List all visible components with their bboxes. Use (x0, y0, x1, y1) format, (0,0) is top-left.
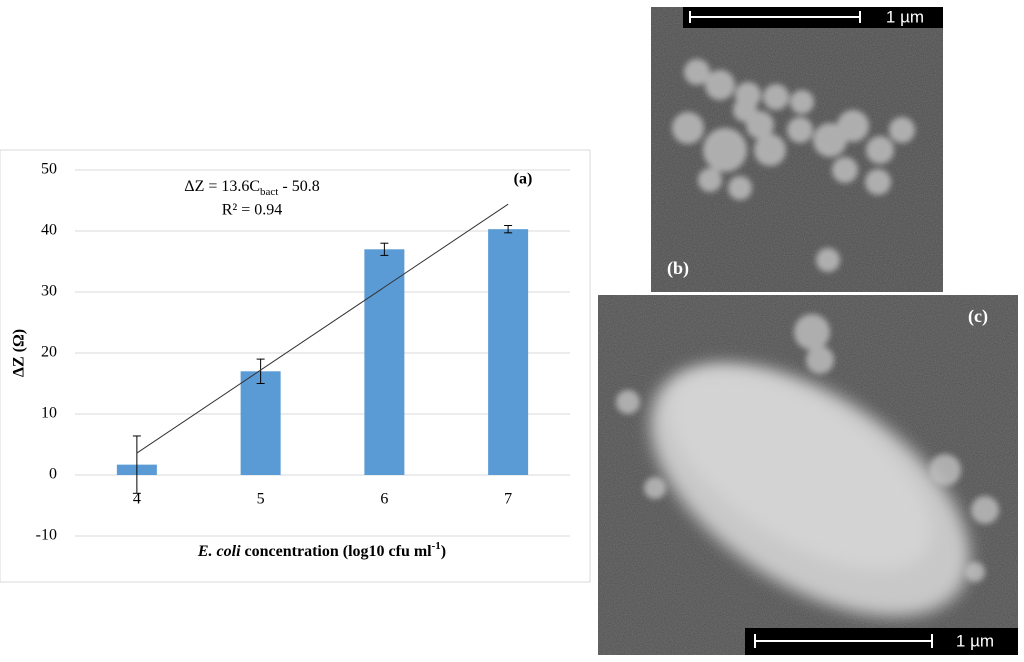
y-tick-label: 20 (41, 344, 57, 361)
y-axis-title: ΔZ (Ω) (11, 329, 28, 377)
equation-text: ΔZ = 13.6C (184, 178, 260, 195)
panel-label: (c) (968, 306, 988, 327)
sem-image-b: 1 µm (b) (651, 7, 943, 292)
r-squared: R² = 0.94 (222, 202, 283, 219)
scale-label: 1 µm (956, 631, 994, 650)
bar (488, 229, 529, 475)
panel-label: (b) (667, 258, 689, 279)
y-tick-label: 50 (41, 161, 57, 178)
sem-image-c: 1 µm (c) (598, 295, 1018, 655)
y-tick-label: 10 (41, 405, 57, 422)
trendline (136, 203, 509, 454)
bar (364, 249, 405, 475)
x-axis-title-text: concentration (log10 cfu ml (241, 543, 433, 560)
equation-sub: bact (260, 186, 278, 198)
y-tick-label: 40 (41, 222, 57, 239)
x-tick-label: 7 (504, 491, 512, 508)
error-bar (132, 435, 141, 494)
x-tick-label: 6 (380, 491, 388, 508)
equation: ΔZ = 13.6Cbact - 50.8 (184, 178, 319, 198)
x-axis-title: E. coli concentration (log10 cfu ml-1) (197, 540, 446, 560)
x-tick-label: 4 (133, 491, 141, 508)
panel-label: (a) (514, 171, 533, 188)
x-axis-title-end: ) (441, 543, 446, 560)
y-tick-label: -10 (36, 527, 57, 544)
bar (240, 371, 281, 475)
error-bar (380, 242, 389, 256)
x-axis-title-italic: E. coli (197, 543, 241, 560)
error-bar (256, 358, 265, 384)
y-tick-label: 30 (41, 283, 57, 300)
scale-label: 1 µm (886, 7, 924, 26)
equation-end: - 50.8 (278, 178, 319, 195)
x-tick-label: 5 (257, 491, 265, 508)
x-axis-title-sup: -1 (432, 540, 441, 552)
chart: -10 0 10 20 30 40 50 4 5 6 7 ΔZ (Ω) E. coli concentr… (11, 161, 570, 560)
error-bar (504, 225, 513, 234)
y-tick-label: 0 (49, 466, 57, 483)
